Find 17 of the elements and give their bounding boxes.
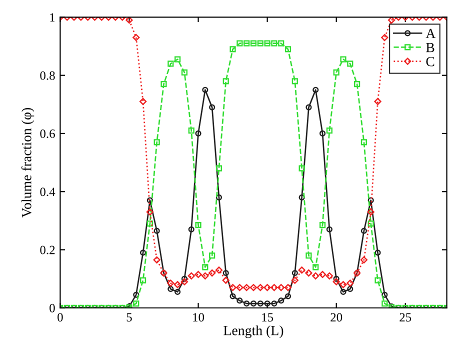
x-tick-label: 15 — [262, 313, 274, 322]
x-tick-label: 5 — [126, 313, 132, 322]
y-axis-title: Volume fraction (φ) — [21, 108, 34, 218]
y-tick-label: 1 — [50, 13, 55, 22]
x-tick-label: 25 — [400, 313, 412, 322]
y-tick-label: 0.4 — [40, 188, 56, 196]
y-tick-label: 0.2 — [40, 246, 55, 254]
x-tick-label: 0 — [58, 313, 63, 322]
y-tick-label: 0.6 — [40, 129, 55, 138]
legend-label: B — [426, 43, 434, 52]
y-tick-label: 0 — [50, 304, 55, 312]
legend-label: C — [426, 56, 434, 66]
x-tick-label: 20 — [330, 313, 342, 322]
legend-label: A — [426, 28, 436, 38]
x-tick-label: 10 — [193, 313, 204, 322]
x-axis-title: Length (L) — [224, 325, 284, 338]
y-tick-label: 0.8 — [40, 71, 55, 80]
